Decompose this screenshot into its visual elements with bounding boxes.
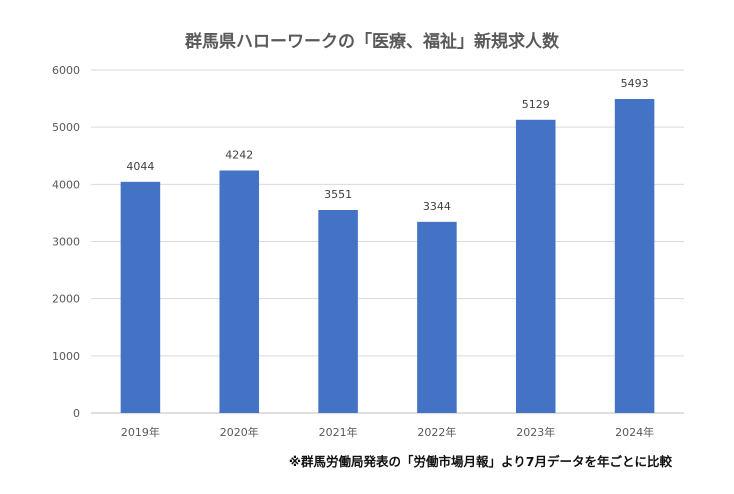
bar [417, 221, 457, 413]
y-tick-label: 3000 [52, 236, 80, 249]
x-tick-label: 2024年 [615, 425, 654, 439]
x-tick-label: 2019年 [121, 425, 160, 439]
y-tick-label: 6000 [52, 64, 80, 77]
data-label: 5129 [522, 98, 550, 111]
y-tick-label: 4000 [52, 178, 80, 191]
bar [318, 210, 358, 413]
data-label: 3551 [324, 188, 352, 201]
y-axis: 0 1000 2000 3000 4000 5000 6000 [52, 64, 80, 420]
bar [515, 119, 556, 413]
gridlines [91, 69, 684, 414]
x-tick-label: 2021年 [319, 425, 358, 439]
x-axis: 2019年 2020年 2021年 2022年 2023年 2024年 [121, 425, 654, 439]
x-tick-label: 2020年 [220, 425, 259, 439]
bar [614, 98, 655, 414]
x-tick-label: 2022年 [417, 425, 456, 439]
x-tick-label: 2023年 [516, 425, 555, 439]
y-tick-label: 0 [73, 407, 80, 420]
bar [219, 170, 260, 413]
y-tick-label: 1000 [52, 350, 80, 363]
y-tick-label: 2000 [52, 293, 80, 306]
data-label: 4242 [225, 148, 253, 161]
chart-title: 群馬県ハローワークの「医療、福祉」新規求人数 [185, 31, 560, 52]
y-tick-label: 5000 [52, 121, 80, 134]
data-label: 5493 [621, 77, 649, 90]
bar [120, 181, 161, 413]
bars: 4044 4242 3551 3344 5129 5493 [120, 77, 655, 414]
data-label: 3344 [423, 200, 451, 213]
data-label: 4044 [126, 160, 154, 173]
source-note: ※群馬労働局発表の「労働市場月報」より7月データを年ごとに比較 [289, 454, 673, 469]
